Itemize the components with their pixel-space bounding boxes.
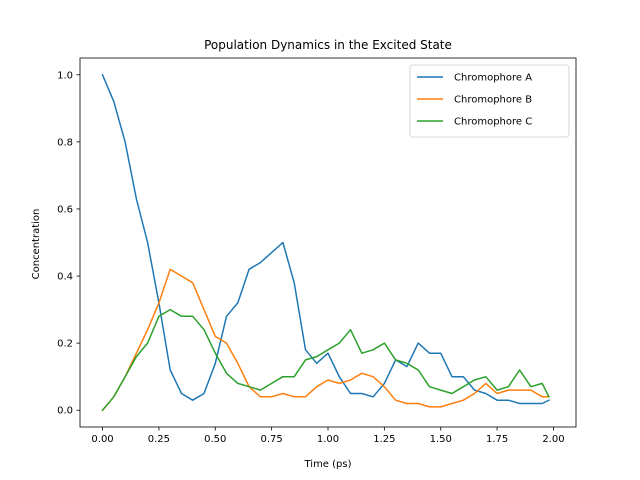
y-tick-label: 0.6 bbox=[57, 204, 73, 215]
x-tick-label: 0.75 bbox=[261, 434, 283, 445]
x-tick-label: 1.25 bbox=[373, 434, 395, 445]
y-tick-label: 0.8 bbox=[57, 137, 73, 148]
x-tick-label: 1.75 bbox=[486, 434, 508, 445]
chart-title: Population Dynamics in the Excited State bbox=[204, 38, 452, 52]
y-tick-label: 0.4 bbox=[57, 272, 73, 283]
axes-layer: 0.00 0.25 0.50 0.75 1.00 1.25 1.50 1.75 2.00 0.0 0… bbox=[57, 57, 577, 445]
legend-box bbox=[409, 64, 570, 138]
series-line-2 bbox=[101, 268, 550, 412]
y-tick-label: 0.0 bbox=[57, 406, 73, 417]
x-tick-label: 0.25 bbox=[148, 434, 170, 445]
y-tick-label: 1.0 bbox=[57, 70, 73, 81]
x-axis-label: Time (ps) bbox=[303, 459, 351, 470]
x-tick-label: 1.00 bbox=[317, 434, 339, 445]
legend-label: Chromophore B bbox=[454, 95, 532, 106]
x-tick-label: 0.50 bbox=[204, 434, 226, 445]
legend-label: Chromophore A bbox=[454, 73, 532, 84]
series-line-1 bbox=[101, 73, 550, 405]
y-tick-label: 0.2 bbox=[57, 339, 73, 350]
x-tick-label: 2.00 bbox=[542, 434, 564, 445]
x-tick-label: 0.00 bbox=[91, 434, 113, 445]
series-layer bbox=[101, 73, 550, 412]
legend: Chromophore A Chromophore B Chromophore C bbox=[409, 64, 570, 138]
legend-label: Chromophore C bbox=[454, 117, 532, 128]
y-axis-label: Concentration bbox=[31, 209, 42, 280]
x-tick-label: 1.50 bbox=[430, 434, 452, 445]
series-line-3 bbox=[101, 308, 550, 412]
